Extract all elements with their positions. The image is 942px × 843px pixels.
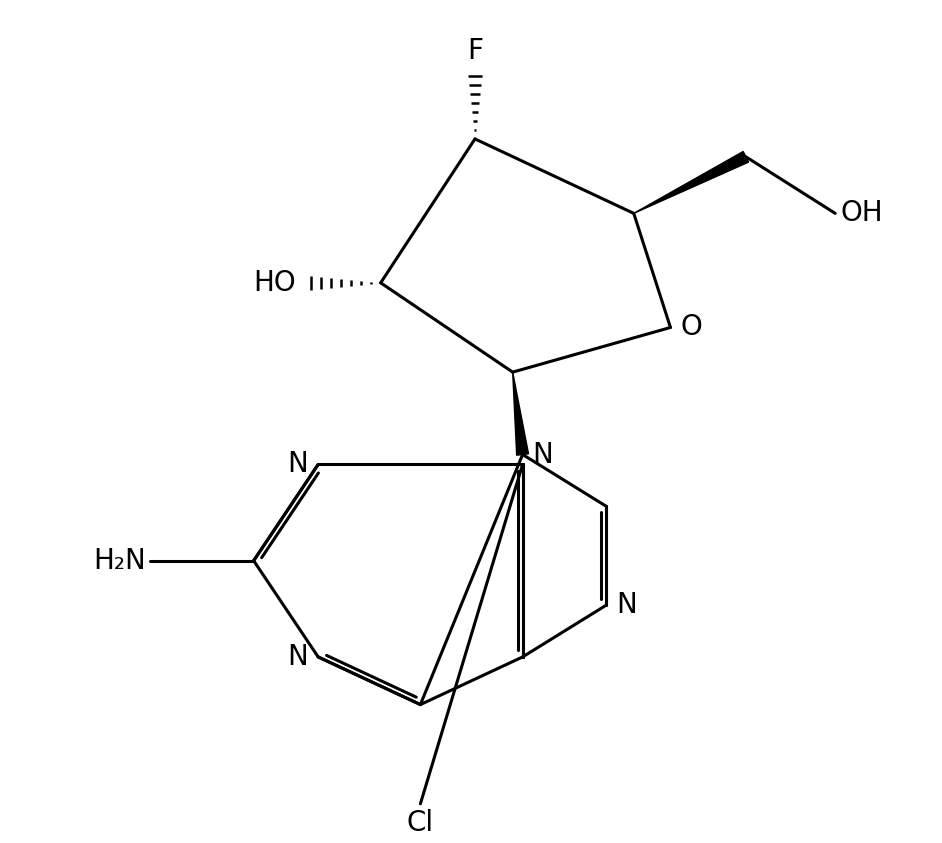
Text: N: N xyxy=(532,441,553,469)
Polygon shape xyxy=(512,372,528,455)
Text: O: O xyxy=(680,314,702,341)
Text: N: N xyxy=(287,450,308,479)
Text: N: N xyxy=(616,591,637,620)
Text: H₂N: H₂N xyxy=(92,546,145,575)
Polygon shape xyxy=(634,152,749,213)
Text: N: N xyxy=(287,643,308,671)
Text: F: F xyxy=(467,37,483,66)
Text: OH: OH xyxy=(840,199,883,228)
Text: Cl: Cl xyxy=(407,808,434,837)
Text: HO: HO xyxy=(253,269,297,297)
